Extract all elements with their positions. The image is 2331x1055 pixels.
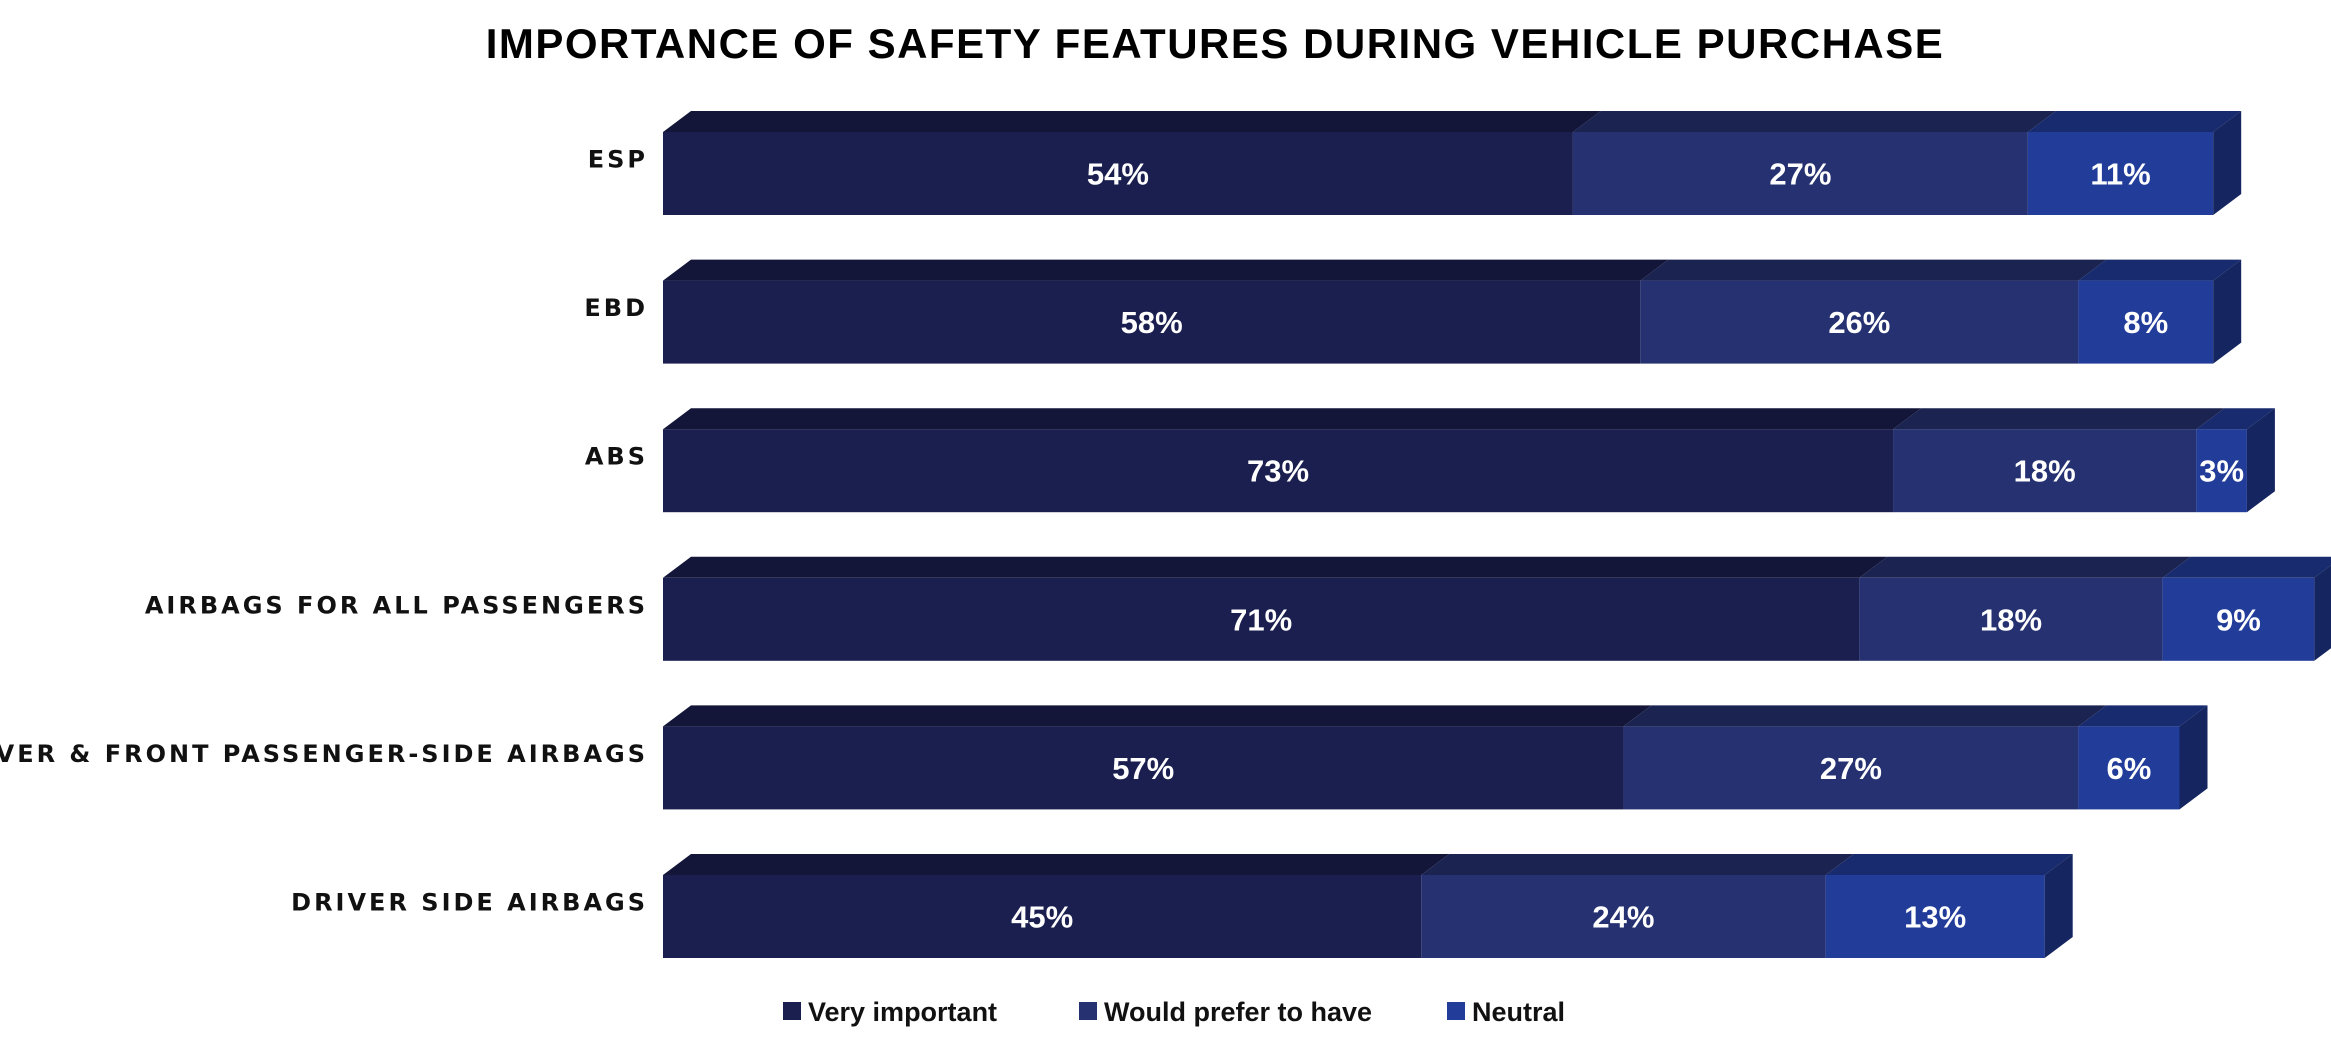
- data-label: 27%: [1769, 157, 1831, 192]
- data-labels: 54% 27% 11% 58% 26% 8% 73% 18% 3% 71% 18% 9% 57% 27% 6…: [1011, 157, 2261, 935]
- bar-segment-top: [1640, 259, 2107, 281]
- chart-title: IMPORTANCE OF SAFETY FEATURES DURING VEH…: [486, 20, 1945, 67]
- bar-segment-top: [1421, 854, 1854, 875]
- category-labels: ESP EBD ABS AIRBAGS FOR ALL PASSENGERS DRIVE…: [0, 146, 648, 917]
- bar-segment: [663, 875, 1422, 958]
- bar-segment: [2078, 280, 2214, 364]
- data-label: 24%: [1592, 900, 1654, 935]
- legend-swatch: [1447, 1002, 1465, 1020]
- legend-label: Very important: [808, 997, 997, 1027]
- bar-segment-top: [663, 259, 1669, 281]
- category-label: DRIVER SIDE AIRBAGS: [291, 889, 648, 917]
- bar-segment-top: [2196, 408, 2275, 430]
- bar-segment: [1623, 726, 2079, 810]
- data-label: 58%: [1121, 305, 1183, 340]
- data-label: 3%: [2199, 454, 2244, 489]
- bar-segment: [1640, 280, 2079, 364]
- bar-segment: [663, 429, 1894, 513]
- bar-side-face: [2314, 565, 2331, 661]
- bar-side-face: [2213, 111, 2242, 215]
- legend-swatch: [783, 1002, 801, 1020]
- bar-segment: [663, 132, 1573, 215]
- bar-segment: [1421, 875, 1826, 958]
- data-label: 13%: [1904, 900, 1966, 935]
- category-label: AIRBAGS FOR ALL PASSENGERS: [145, 591, 648, 619]
- bar-segment-top: [1893, 408, 2225, 430]
- bar-segment-top: [663, 854, 1450, 875]
- legend: Very important Would prefer to have Neutra…: [783, 997, 1565, 1027]
- bar-side-face: [2246, 408, 2275, 513]
- data-label: 18%: [2014, 454, 2076, 489]
- data-label: 9%: [2216, 602, 2261, 637]
- data-label: 71%: [1230, 602, 1292, 637]
- bar-segment-top: [2027, 111, 2242, 132]
- data-label: 54%: [1087, 157, 1149, 192]
- legend-swatch: [1079, 1002, 1097, 1020]
- data-label: 27%: [1820, 751, 1882, 786]
- category-label: ABS: [585, 443, 648, 471]
- bar-segment-top: [1859, 556, 2191, 578]
- data-label: 18%: [1980, 602, 2042, 637]
- bar-segment-top: [1825, 854, 2073, 875]
- data-label: 8%: [2123, 305, 2168, 340]
- bar-segment-top: [663, 705, 1652, 727]
- bar-segment-top: [663, 111, 1601, 132]
- bar-segment-top: [2162, 556, 2331, 578]
- legend-label: Would prefer to have: [1104, 997, 1372, 1027]
- category-label: ESP: [588, 146, 648, 174]
- bar-segment-top: [2078, 259, 2242, 281]
- bar-segment: [2027, 132, 2214, 215]
- data-label: 57%: [1112, 751, 1174, 786]
- data-label: 6%: [2107, 751, 2152, 786]
- bar-segment: [1859, 577, 2163, 661]
- data-label: 26%: [1828, 305, 1890, 340]
- bar-segment: [1893, 429, 2197, 513]
- bar-segment: [2162, 577, 2315, 661]
- category-label: EBD: [584, 294, 648, 322]
- bar-segment-top: [1572, 111, 2056, 132]
- bar-segment-top: [2078, 705, 2208, 727]
- bar-segment-top: [663, 408, 1922, 430]
- bar-segment: [663, 280, 1641, 364]
- bar-side-face: [2044, 854, 2073, 958]
- category-label: DRIVER & FRONT PASSENGER-SIDE AIRBAGS: [0, 740, 648, 768]
- bar-segment: [2196, 429, 2247, 513]
- bar-segment: [663, 726, 1624, 810]
- data-label: 11%: [2090, 157, 2150, 192]
- data-label: 45%: [1011, 900, 1073, 935]
- bar-segment-top: [1623, 705, 2107, 727]
- bar-segment-top: [663, 556, 1888, 578]
- bars: [663, 111, 2331, 958]
- bar-segment: [1825, 875, 2045, 958]
- bar-segment: [2078, 726, 2180, 810]
- bar-side-face: [2213, 259, 2242, 364]
- bar-segment: [663, 577, 1860, 661]
- bar-side-face: [2179, 705, 2208, 810]
- bar-segment: [1572, 132, 2028, 215]
- legend-label: Neutral: [1472, 997, 1565, 1027]
- data-label: 73%: [1247, 454, 1309, 489]
